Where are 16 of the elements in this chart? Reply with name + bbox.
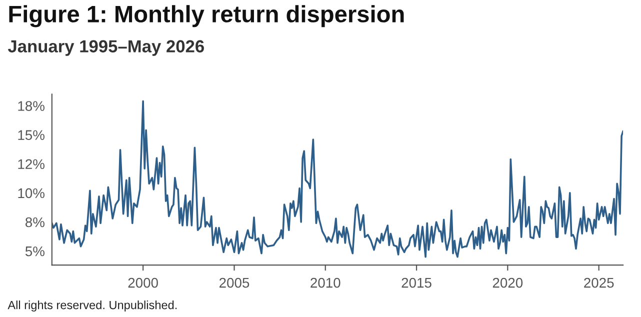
x-tick-label: 2005: [219, 278, 250, 288]
line-series: [52, 100, 624, 258]
x-tick-label: 2015: [402, 278, 432, 288]
y-tick-label: 15%: [18, 130, 44, 140]
text: All rights reserved. Unpublished.: [8, 300, 177, 312]
x-tick-label: 2025: [584, 278, 614, 288]
chart-title: Figure 1: Monthly return dispersion: [9, 5, 404, 28]
y-tick-label: 5%: [25, 246, 44, 256]
chart-subtitle: January 1995–May 2026: [8, 40, 204, 56]
x-tick-label: 2000: [128, 278, 158, 288]
y-tick-label: 10%: [18, 188, 44, 198]
y-tick-label: 18%: [18, 101, 44, 111]
y-tick-label: 12%: [18, 159, 44, 170]
x-tick-label: 2010: [310, 278, 340, 288]
x-tick-label: 2020: [492, 278, 523, 288]
y-tick-label: 8%: [26, 217, 44, 228]
